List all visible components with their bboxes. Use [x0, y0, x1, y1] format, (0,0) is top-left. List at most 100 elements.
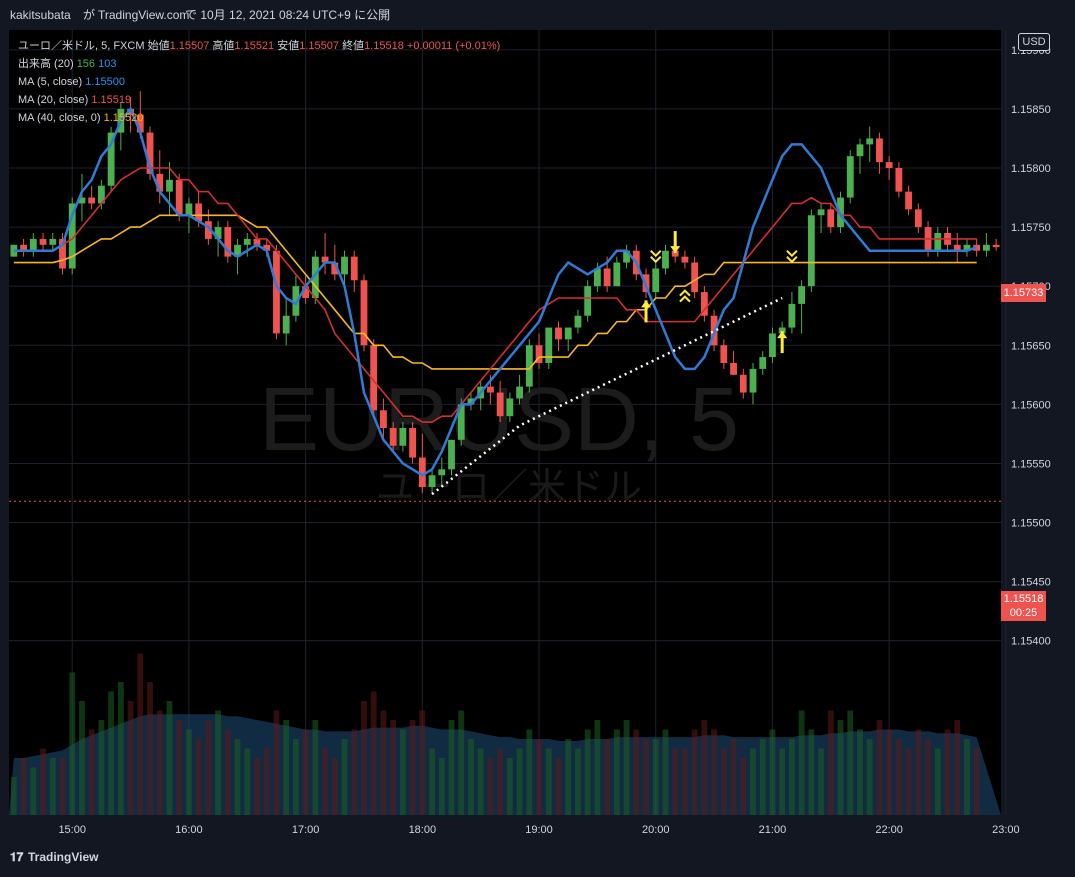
candle-body[interactable]	[603, 268, 611, 287]
candle-body[interactable]	[506, 398, 514, 417]
candle-body[interactable]	[992, 244, 1000, 248]
candle-body[interactable]	[29, 238, 37, 251]
candle-body[interactable]	[516, 386, 523, 399]
candle-body[interactable]	[457, 404, 465, 440]
candle-body[interactable]	[185, 203, 193, 216]
candle-body[interactable]	[341, 256, 348, 275]
tradingview-logo[interactable]: 𝟏𝟕 TradingView	[10, 850, 98, 865]
price-chart-svg[interactable]: 1.159001.158501.158001.157501.157001.156…	[9, 30, 1075, 842]
ma5-row[interactable]: MA (5, close) 1.15500	[18, 73, 500, 91]
candle-body[interactable]	[662, 250, 669, 269]
candle-body[interactable]	[292, 286, 300, 316]
candle-body[interactable]	[195, 203, 203, 222]
candle-body[interactable]	[282, 315, 290, 334]
candle-body[interactable]	[136, 114, 144, 133]
candle-body[interactable]	[700, 292, 708, 316]
candle-body[interactable]	[652, 268, 660, 293]
candle-body[interactable]	[10, 244, 18, 257]
plot-background[interactable]	[9, 30, 1001, 815]
candle-body[interactable]	[827, 209, 835, 228]
candle-body[interactable]	[487, 386, 494, 393]
candle-body[interactable]	[535, 345, 543, 363]
candle-body[interactable]	[876, 138, 883, 163]
candle-body[interactable]	[243, 238, 251, 245]
candle-body[interactable]	[545, 327, 553, 363]
candle-body[interactable]	[671, 250, 679, 257]
candle-body[interactable]	[769, 333, 776, 358]
ma40-row[interactable]: MA (40, close, 0) 1.15520	[18, 109, 500, 127]
candle-body[interactable]	[146, 132, 154, 174]
candle-body[interactable]	[331, 262, 339, 275]
candle-body[interactable]	[39, 238, 47, 245]
candle-body[interactable]	[963, 244, 971, 251]
candle-body[interactable]	[350, 256, 358, 281]
candle-body[interactable]	[273, 250, 280, 334]
candle-body[interactable]	[807, 215, 815, 287]
candle-body[interactable]	[866, 138, 874, 145]
candle-body[interactable]	[438, 469, 446, 476]
candle-body[interactable]	[263, 244, 271, 251]
candle-body[interactable]	[389, 428, 397, 446]
candle-body[interactable]	[88, 197, 96, 204]
candle-body[interactable]	[788, 303, 796, 328]
candle-body[interactable]	[321, 256, 329, 263]
candle-body[interactable]	[574, 315, 582, 328]
trendline-drawing[interactable]	[431, 296, 783, 496]
candle-body[interactable]	[739, 374, 747, 393]
ma40-line[interactable]	[13, 214, 977, 370]
candle-body[interactable]	[360, 280, 368, 346]
candle-body[interactable]	[564, 327, 572, 340]
candle-body[interactable]	[428, 475, 436, 488]
candle-body[interactable]	[953, 244, 961, 251]
candle-body[interactable]	[166, 179, 173, 192]
candle-body[interactable]	[730, 363, 737, 375]
candle-body[interactable]	[778, 327, 786, 334]
candle-body[interactable]	[253, 238, 261, 245]
currency-button[interactable]: USD	[1018, 33, 1050, 51]
symbol-info[interactable]: ユーロ／米ドル, 5, FXCM	[18, 40, 145, 52]
candle-body[interactable]	[302, 286, 310, 298]
chart-area[interactable]: 1.159001.158501.158001.157501.157001.156…	[9, 30, 1075, 842]
candle-body[interactable]	[895, 168, 903, 192]
candle-body[interactable]	[204, 221, 212, 239]
candle-body[interactable]	[691, 262, 699, 293]
candle-body[interactable]	[214, 227, 222, 239]
candle-body[interactable]	[380, 410, 387, 428]
candle-body[interactable]	[885, 162, 893, 168]
candle-body[interactable]	[856, 144, 864, 157]
candle-body[interactable]	[311, 256, 319, 298]
candle-body[interactable]	[613, 262, 621, 287]
candle-body[interactable]	[983, 244, 990, 251]
candle-body[interactable]	[798, 286, 806, 304]
candle-body[interactable]	[749, 368, 757, 393]
candle-body[interactable]	[623, 250, 630, 263]
candle-body[interactable]	[49, 238, 57, 245]
volume-row[interactable]: 出来高 (20) 156 103	[18, 55, 500, 73]
candle-body[interactable]	[934, 233, 942, 251]
candle-body[interactable]	[68, 203, 76, 269]
candle-body[interactable]	[448, 439, 455, 470]
candle-body[interactable]	[78, 197, 86, 204]
candle-body[interactable]	[224, 227, 232, 257]
candle-body[interactable]	[555, 327, 562, 340]
candle-body[interactable]	[593, 268, 601, 287]
candle-body[interactable]	[817, 209, 825, 216]
candle-body[interactable]	[467, 398, 475, 405]
ma20-row[interactable]: MA (20, close) 1.15519	[18, 91, 500, 109]
candle-body[interactable]	[409, 428, 417, 458]
time-axis-panel[interactable]	[9, 815, 1001, 842]
candle-body[interactable]	[370, 345, 378, 411]
ma5-line[interactable]	[13, 106, 978, 477]
candle-body[interactable]	[156, 173, 164, 192]
candle-body[interactable]	[496, 392, 504, 417]
price-axis-panel[interactable]	[1001, 30, 1075, 842]
candle-body[interactable]	[525, 345, 533, 387]
candle-body[interactable]	[20, 244, 27, 251]
candle-body[interactable]	[914, 209, 922, 228]
candle-body[interactable]	[107, 132, 115, 186]
candle-body[interactable]	[399, 428, 407, 446]
author-name[interactable]: kakitsubata	[10, 8, 71, 22]
candle-body[interactable]	[234, 244, 241, 257]
candle-body[interactable]	[175, 179, 183, 216]
candle-body[interactable]	[905, 191, 913, 210]
